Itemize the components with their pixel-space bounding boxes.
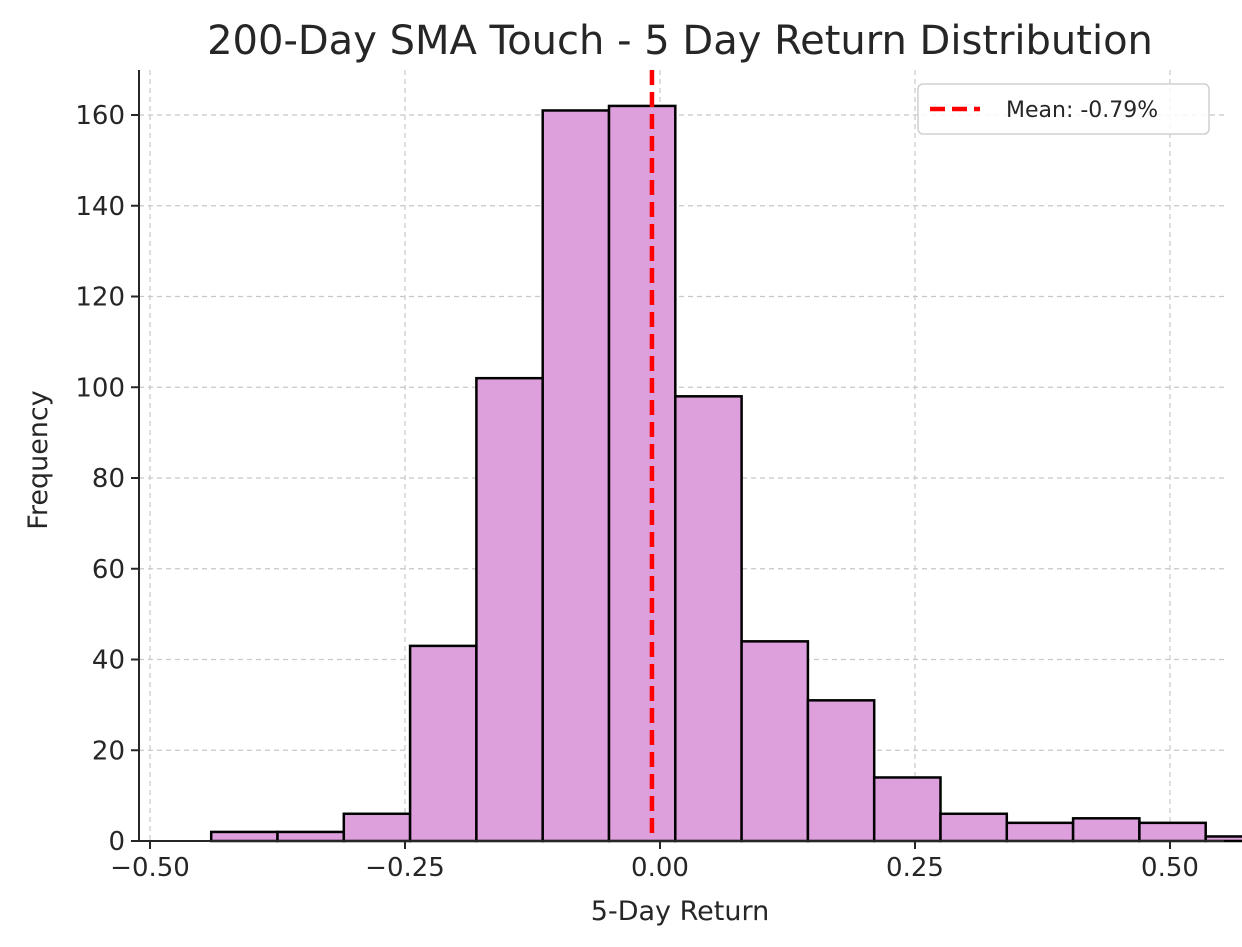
- y-ticks: 0 20 40 60 80 100 120 140 160: [75, 101, 139, 857]
- x-axis-label: 5-Day Return: [591, 896, 769, 927]
- y-tick-label: 60: [92, 555, 125, 585]
- histogram-bar: [674, 395, 743, 843]
- y-tick-label: 160: [75, 101, 125, 131]
- histogram-bar: [740, 640, 810, 843]
- histogram-bar: [1071, 817, 1141, 843]
- y-axis-label: Frequency: [23, 390, 54, 530]
- histogram-bar: [541, 109, 611, 843]
- legend: Mean: -0.79%: [917, 83, 1210, 135]
- histogram-bar: [1138, 821, 1207, 843]
- x-tick-label: 0.25: [886, 853, 944, 883]
- x-tick-label: −0.50: [110, 853, 190, 883]
- histogram-bar: [607, 104, 677, 843]
- axes: [138, 70, 1224, 842]
- y-tick-label: 120: [75, 283, 125, 313]
- bars: [209, 104, 1242, 843]
- x-ticks: −0.50−0.250.000.250.500.751.001.251.50: [110, 841, 1199, 883]
- legend-box: [917, 83, 1210, 135]
- y-tick-label: 100: [75, 373, 125, 403]
- histogram-bar: [408, 644, 478, 843]
- y-tick-label: 80: [92, 464, 125, 494]
- histogram-bar: [209, 830, 279, 843]
- histogram-bar: [806, 699, 876, 843]
- histogram-bar: [475, 376, 544, 843]
- y-tick-label: 0: [108, 827, 125, 857]
- histogram-bar: [276, 830, 346, 843]
- histogram-bar: [1204, 835, 1242, 843]
- histogram-bar: [1005, 821, 1075, 843]
- x-tick-label: 0.00: [631, 853, 689, 883]
- histogram-bar: [939, 812, 1009, 843]
- y-tick-label: 20: [92, 736, 125, 766]
- chart-title: 200-Day SMA Touch - 5 Day Return Distrib…: [207, 18, 1153, 64]
- y-tick-label: 140: [75, 192, 125, 222]
- x-tick-label: 0.50: [1141, 853, 1199, 883]
- y-tick-label: 40: [92, 646, 125, 676]
- legend-mean-label: Mean: -0.79%: [1006, 98, 1158, 123]
- histogram-bar: [872, 776, 942, 843]
- histogram-bar: [342, 812, 412, 843]
- x-tick-label: −0.25: [365, 853, 445, 883]
